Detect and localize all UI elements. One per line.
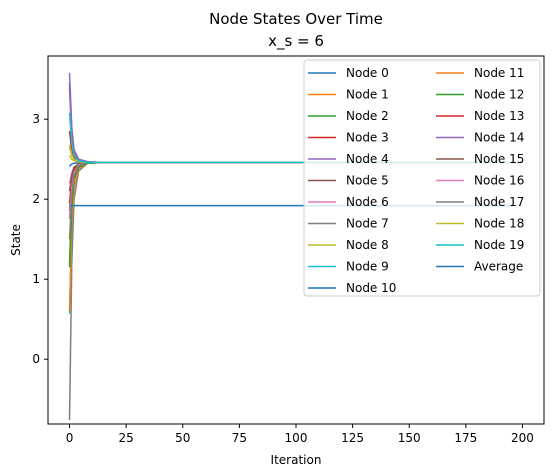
y-tick-label: 0 xyxy=(32,352,40,366)
legend-label: Node 13 xyxy=(474,109,524,123)
legend-label: Node 10 xyxy=(346,281,396,295)
legend-label: Node 16 xyxy=(474,174,524,188)
x-tick-label: 50 xyxy=(175,431,190,445)
legend-label: Node 2 xyxy=(346,109,389,123)
legend-label: Node 5 xyxy=(346,174,389,188)
legend-label: Node 15 xyxy=(474,152,524,166)
legend-label: Node 0 xyxy=(346,66,389,80)
y-axis: 0 1 2 3 xyxy=(32,112,48,366)
x-tick-label: 125 xyxy=(341,431,364,445)
x-axis: 0 25 50 75 100 125 150 175 200 xyxy=(66,424,534,445)
legend-label: Node 19 xyxy=(474,238,524,252)
x-tick-label: 200 xyxy=(511,431,534,445)
legend-label: Node 12 xyxy=(474,88,524,102)
legend-label: Node 7 xyxy=(346,217,389,231)
x-tick-label: 0 xyxy=(66,431,74,445)
legend-label: Node 18 xyxy=(474,217,524,231)
x-tick-label: 25 xyxy=(118,431,133,445)
y-tick-label: 1 xyxy=(32,272,40,286)
x-tick-label: 75 xyxy=(232,431,247,445)
y-tick-label: 2 xyxy=(32,192,40,206)
legend-label: Node 6 xyxy=(346,195,389,209)
x-tick-label: 150 xyxy=(398,431,421,445)
legend-label: Node 1 xyxy=(346,88,389,102)
legend-label: Node 9 xyxy=(346,260,389,274)
legend-label: Node 14 xyxy=(474,131,524,145)
legend-label: Node 4 xyxy=(346,152,389,166)
legend-label: Average xyxy=(474,260,523,274)
legend-label: Node 11 xyxy=(474,66,524,80)
chart-title: Node States Over Time xyxy=(209,10,383,28)
x-tick-label: 100 xyxy=(285,431,308,445)
legend-label: Node 8 xyxy=(346,238,389,252)
legend-label: Node 17 xyxy=(474,195,524,209)
legend: Node 0 Node 1 Node 2 Node 3 Node 4 Node 5 Node… xyxy=(304,60,540,296)
chart-subtitle: x_s = 6 xyxy=(268,32,324,51)
y-tick-label: 3 xyxy=(32,112,40,126)
y-axis-label: State xyxy=(9,224,23,256)
x-axis-label: Iteration xyxy=(271,453,322,467)
x-tick-label: 175 xyxy=(454,431,477,445)
legend-label: Node 3 xyxy=(346,131,389,145)
